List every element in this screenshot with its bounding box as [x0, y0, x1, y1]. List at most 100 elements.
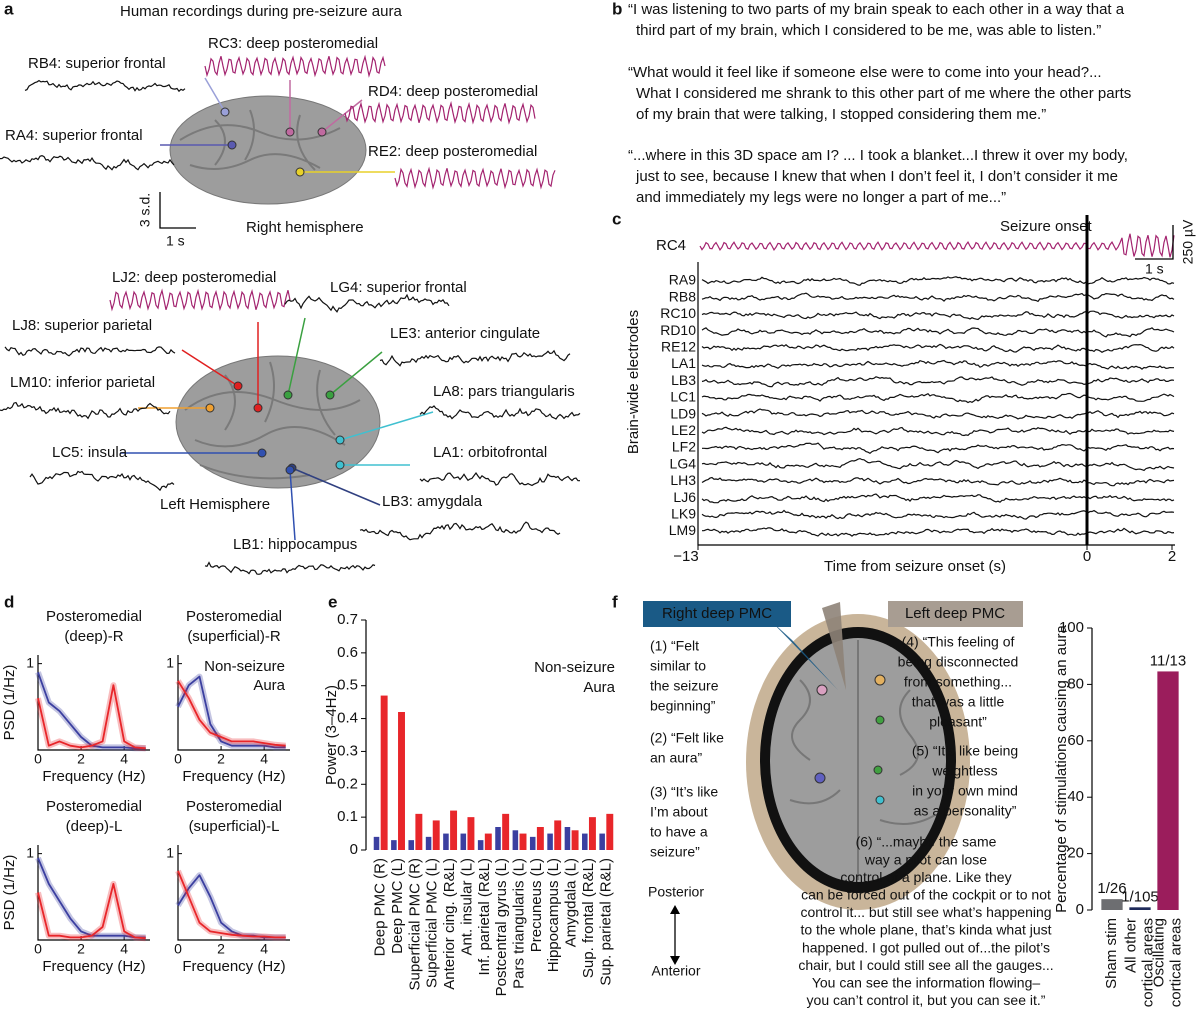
y-tick-label: 0.6	[337, 644, 358, 661]
lead-line	[287, 317, 306, 396]
bar	[443, 833, 449, 850]
quote-line: way a pilot can lose	[864, 851, 987, 867]
panel-title: Human recordings during pre-seizure aura	[120, 3, 402, 20]
trace	[0, 401, 171, 420]
bar	[415, 813, 423, 850]
electrode-dot	[220, 107, 230, 117]
trace	[344, 100, 536, 125]
hemisphere-label: Right hemisphere	[246, 219, 364, 236]
x-axis-label: Frequency (Hz)	[42, 768, 145, 785]
bar	[1129, 907, 1151, 910]
electrode-label: LB1: hippocampus	[233, 536, 357, 553]
quote-line: pleasant”	[929, 714, 987, 730]
x-axis-label: Frequency (Hz)	[42, 958, 145, 975]
box-label: Right deep PMC	[662, 605, 772, 622]
left-pmc-box	[888, 601, 1023, 627]
electrode-dot	[257, 448, 267, 458]
x-tick-label: Deep PMC (L)	[389, 858, 406, 954]
bar	[606, 813, 614, 850]
electrode-label: RC10	[660, 305, 696, 321]
x-tick-label: 4	[120, 751, 128, 767]
x-tick-label: Anterior cing. (R&L)	[441, 858, 458, 990]
series-line	[177, 680, 286, 747]
x-tick-label: 2	[77, 751, 85, 767]
lead-line	[181, 349, 239, 387]
x-tick-label: Postcentral gyrus (L)	[493, 858, 510, 996]
trace	[701, 392, 1175, 404]
y-axis-label: Power (3–4Hz)	[323, 685, 340, 785]
quote-line: (2) “Felt like	[650, 730, 724, 746]
trace	[24, 79, 186, 93]
chart-title: Posteromedial	[186, 608, 282, 625]
x-axis-label: Time from seizure onset (s)	[824, 558, 1006, 575]
trace	[701, 327, 1175, 338]
right-pmc-box	[643, 601, 791, 627]
bar	[554, 820, 562, 850]
y-tick-label: 0.7	[337, 611, 358, 628]
electrode-label: RE2: deep posteromedial	[368, 143, 537, 160]
y-tick-label: 40	[1067, 788, 1084, 805]
bar	[588, 817, 596, 850]
legend-entry: Aura	[253, 677, 285, 694]
chart-title: Posteromedial	[186, 798, 282, 815]
series-line	[37, 684, 146, 750]
electrode-label: RA4: superior frontal	[5, 127, 143, 144]
electrode-dot	[205, 403, 215, 413]
electrode-label: RA9	[669, 272, 696, 288]
trace	[29, 470, 175, 492]
chart-title: Posteromedial	[46, 798, 142, 815]
x-tick-label: 4	[260, 751, 268, 767]
quote-line: You can see the information flowing–	[812, 975, 1041, 991]
electrode-label: LC5: insula	[52, 444, 128, 461]
trace	[394, 166, 556, 190]
quote-line: an aura”	[650, 750, 702, 766]
x-tick-label: Oscillating	[1150, 918, 1167, 987]
chart-title: (deep)-L	[66, 818, 123, 835]
chart-title: (superficial)-L	[189, 818, 280, 835]
panel-label: c	[612, 209, 621, 228]
electrode-label: LM9	[669, 522, 696, 538]
electrode-label: RD4: deep posteromedial	[368, 83, 538, 100]
quote-line: happened. I got pulled out of...the pilo…	[802, 939, 1050, 955]
y-tick-label: 0.5	[337, 677, 358, 694]
x-tick-label: Sham stim	[1103, 918, 1120, 989]
quote-line: seizure”	[650, 844, 700, 860]
bar	[571, 830, 579, 850]
electrode-label: LA1	[671, 355, 696, 371]
trace	[109, 288, 291, 312]
x-tick-label: Deep PMC (R)	[372, 858, 389, 956]
y-tick-label: 20	[1067, 845, 1084, 862]
quote-line: chair, but I could still see all the gau…	[798, 957, 1053, 973]
lead-line	[339, 411, 434, 441]
bar	[512, 830, 519, 850]
bar	[477, 840, 484, 850]
quote-line: (5) “It’s like being	[912, 743, 1018, 759]
bar	[547, 833, 553, 850]
electrode-dot	[325, 390, 335, 400]
lead-line	[291, 467, 381, 506]
electrode-label: LM10: inferior parietal	[10, 374, 155, 391]
panel-label: d	[4, 592, 14, 611]
electrode-dot	[283, 390, 293, 400]
orientation-label: Posterior	[648, 884, 704, 900]
trace	[701, 276, 1175, 286]
electrode-label: LB3: amygdala	[382, 493, 483, 510]
bar	[582, 833, 588, 850]
trace	[702, 442, 1175, 455]
x-tick-label: 4	[120, 941, 128, 957]
trace	[701, 476, 1175, 487]
quote-line: “...where in this 3D space am I? ... I t…	[628, 147, 1128, 164]
quote-line: (6) “...maybe the same	[856, 834, 997, 850]
electrode-dot	[233, 381, 243, 391]
quote-line: (1) “Felt	[650, 638, 699, 654]
x-tick-label: Sup. frontal (R&L)	[580, 858, 597, 978]
electrode-dot	[285, 127, 295, 137]
chart-title: Posteromedial	[46, 608, 142, 625]
quote-line: control of a plane. Like they	[840, 869, 1011, 885]
trace	[701, 343, 1175, 354]
lead-line	[329, 351, 383, 396]
trace	[204, 54, 386, 78]
quote-line: as a personality”	[914, 803, 1017, 819]
y-tick-label: 80	[1067, 675, 1084, 692]
